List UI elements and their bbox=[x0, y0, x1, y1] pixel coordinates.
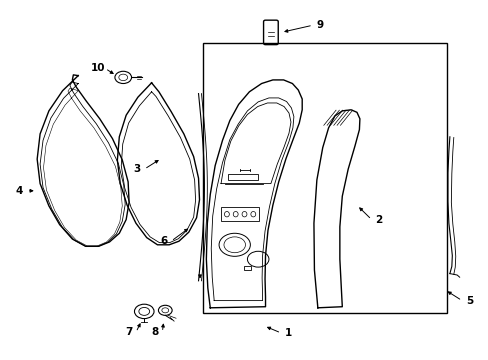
Text: 5: 5 bbox=[465, 296, 472, 306]
Bar bbox=[203, 43, 447, 313]
Text: 7: 7 bbox=[124, 327, 132, 337]
Text: 3: 3 bbox=[133, 164, 140, 174]
Text: 9: 9 bbox=[316, 20, 323, 30]
Bar bbox=[221, 207, 259, 221]
Text: 10: 10 bbox=[90, 63, 105, 73]
Text: 2: 2 bbox=[375, 215, 382, 225]
Text: 6: 6 bbox=[160, 236, 167, 246]
Bar bbox=[243, 266, 251, 270]
Text: 8: 8 bbox=[151, 327, 158, 337]
Text: 1: 1 bbox=[285, 328, 291, 338]
Text: 4: 4 bbox=[16, 186, 23, 196]
Bar bbox=[228, 174, 257, 180]
